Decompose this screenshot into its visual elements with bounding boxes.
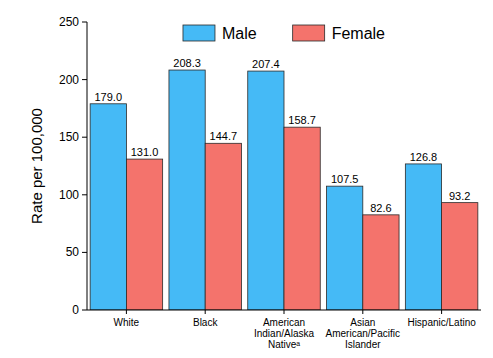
legend-swatch (293, 25, 325, 41)
data-label: 208.3 (173, 57, 201, 69)
y-tick-label: 0 (72, 303, 79, 317)
y-tick (82, 79, 87, 80)
x-tick (284, 310, 285, 314)
x-tick-label: White (114, 317, 140, 328)
y-axis-label: Rate per 100,000 (28, 108, 45, 224)
x-tick-label-line: Black (193, 317, 218, 328)
bar (126, 159, 162, 310)
y-tick-label: 150 (59, 130, 79, 144)
legend-label: Male (222, 25, 257, 42)
y-tick-label: 200 (59, 73, 79, 87)
bar (205, 143, 241, 310)
x-tick-label-line: Islander (345, 339, 381, 350)
data-label: 179.0 (95, 91, 123, 103)
data-label: 131.0 (131, 146, 159, 158)
y-tick (82, 310, 87, 311)
bar (248, 71, 284, 310)
bar (405, 164, 441, 310)
y-axis (87, 22, 88, 310)
data-label: 82.6 (370, 202, 391, 214)
bar (363, 215, 399, 310)
bar (169, 70, 205, 310)
y-tick (82, 137, 87, 138)
chart-svg: 179.0 208.3 207.4 107.5 126.8 131.0 144.7 158.7… (0, 0, 493, 358)
bar (442, 203, 478, 310)
x-tick-label-line: Indian/Alaska (254, 328, 314, 339)
x-tick-label-line: White (114, 317, 140, 328)
chart-container: 179.0 208.3 207.4 107.5 126.8 131.0 144.7 158.7… (0, 0, 493, 358)
x-tick-label-line: Hispanic/Latino (407, 317, 476, 328)
x-tick-label: AmericanIndian/AlaskaNativeᵃ (254, 317, 314, 350)
bar (90, 104, 126, 310)
x-tick-label-line: Nativeᵃ (268, 339, 300, 350)
y-tick (82, 252, 87, 253)
bars (90, 70, 478, 310)
x-tick-label: Black (193, 317, 218, 328)
bar (284, 127, 320, 310)
legend-label: Female (332, 25, 385, 42)
x-tick (441, 310, 442, 314)
bar (327, 186, 363, 310)
data-label: 207.4 (252, 58, 280, 70)
y-tick-label: 50 (66, 245, 80, 259)
data-label: 158.7 (288, 114, 316, 126)
data-label: 144.7 (210, 130, 238, 142)
x-tick-label-line: American (263, 317, 305, 328)
x-tick (205, 310, 206, 314)
x-tick-label: AsianAmerican/PacificIslander (326, 317, 400, 350)
y-tick (82, 194, 87, 195)
x-tick (362, 310, 363, 314)
y-tick-label: 100 (59, 188, 79, 202)
data-label: 107.5 (331, 173, 359, 185)
x-tick-label-line: American/Pacific (326, 328, 400, 339)
legend-swatch (183, 25, 215, 41)
x-tick-label-line: Asian (350, 317, 375, 328)
x-tick (126, 310, 127, 314)
legend: Male Female (183, 25, 385, 42)
y-tick (82, 22, 87, 23)
data-label: 126.8 (410, 151, 438, 163)
y-tick-label: 250 (59, 15, 79, 29)
data-label: 93.2 (449, 190, 470, 202)
x-tick-label: Hispanic/Latino (407, 317, 476, 328)
